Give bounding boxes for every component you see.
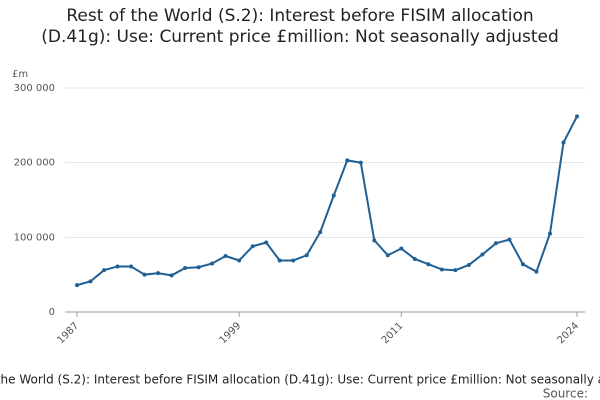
point: [169, 273, 174, 278]
point: [277, 258, 282, 263]
point: [480, 252, 485, 257]
point: [372, 238, 377, 243]
point: [156, 271, 161, 276]
point: [534, 269, 539, 274]
point: [331, 193, 336, 198]
chart-title: Rest of the World (S.2): Interest before…: [41, 6, 559, 47]
point: [385, 253, 390, 258]
point: [142, 272, 147, 277]
point: [575, 114, 579, 119]
point: [439, 267, 444, 272]
point: [304, 253, 309, 258]
point: [412, 256, 417, 261]
x-tick-label: 2024: [555, 320, 581, 346]
point: [426, 262, 431, 267]
x-tick-label: 1987: [55, 320, 81, 346]
y-tick-label: 300 000: [14, 83, 55, 94]
y-tick-label: 200 000: [14, 158, 55, 169]
point: [520, 262, 525, 267]
point: [466, 262, 471, 267]
point: [250, 244, 255, 249]
point: [358, 160, 363, 165]
point: [507, 237, 512, 242]
point: [547, 231, 552, 236]
point: [183, 265, 188, 270]
point: [453, 268, 458, 273]
x-tick-label: 1999: [218, 320, 244, 346]
point: [399, 246, 404, 251]
point: [223, 254, 228, 258]
footer: Rest of the World (S.2): Interest before…: [0, 373, 600, 387]
point: [88, 279, 93, 284]
point: [561, 140, 566, 145]
y-tick-label: 0: [49, 307, 55, 318]
point: [210, 261, 215, 266]
point: [102, 268, 107, 273]
point: [318, 230, 323, 235]
y-tick-label: 100 000: [14, 232, 55, 243]
point: [345, 158, 350, 163]
point: [196, 265, 201, 270]
point: [237, 258, 242, 263]
point: [493, 241, 498, 246]
y-unit: £m: [12, 69, 28, 80]
point: [115, 264, 120, 269]
x-tick-label: 2011: [380, 320, 406, 346]
source: Source:: [543, 387, 588, 400]
point: [264, 240, 269, 245]
point: [129, 264, 134, 269]
point: [75, 283, 79, 288]
point: [291, 258, 296, 263]
series-line: [76, 115, 578, 287]
